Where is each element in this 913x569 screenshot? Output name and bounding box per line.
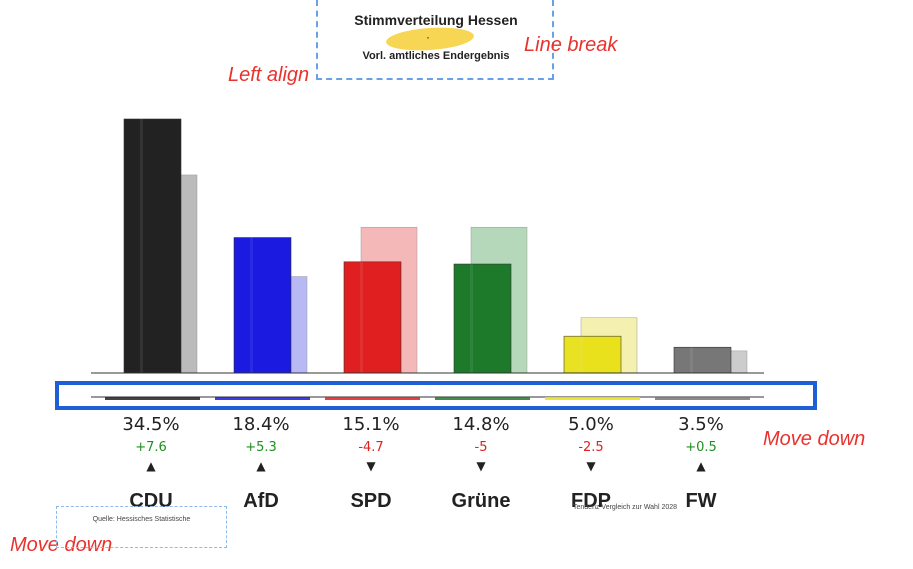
percent-label-afd: 18.4% <box>232 414 289 435</box>
yellow-highlight-mark <box>385 24 475 54</box>
bars-layer <box>123 118 748 374</box>
title-box: Stimmverteilung Hessen · Vorl. amtliches… <box>316 0 554 80</box>
bar-sheen-grüne <box>469 264 473 373</box>
trend-arrow-afd: ▲ <box>256 459 266 473</box>
color-strip-fdp <box>545 397 640 400</box>
selection-highlight-box <box>55 381 817 410</box>
party-label-fw: FW <box>685 490 716 512</box>
color-strips-layer <box>105 397 750 400</box>
trend-arrow-spd: ▼ <box>366 459 376 473</box>
tendency-note: Tendenz Vergleich zur Wahl 2028 <box>573 504 678 511</box>
source-text: Quelle: Hessisches Statistische <box>92 516 191 523</box>
change-label-afd: +5.3 <box>245 440 277 455</box>
party-label-afd: AfD <box>243 490 279 512</box>
bar-cdu <box>123 118 182 374</box>
bar-afd <box>233 237 292 374</box>
color-strip-grüne <box>435 397 530 400</box>
bar-sheen-cdu <box>139 119 143 373</box>
chart-subtitle: Vorl. amtliches Endergebnis <box>362 50 510 62</box>
percent-label-fw: 3.5% <box>678 414 724 435</box>
color-strip-afd <box>215 397 310 400</box>
color-strip-cdu <box>105 397 200 400</box>
color-strip-spd <box>325 397 420 400</box>
annotation-move-down-right: Move down <box>763 428 866 450</box>
change-label-fw: +0.5 <box>685 440 717 455</box>
party-label-grüne: Grüne <box>452 490 511 512</box>
bar-sheen-fdp <box>579 336 583 373</box>
annotation-line-break: Line break <box>524 34 618 56</box>
annotation-move-down-left: Move down <box>10 534 113 556</box>
source-box: Quelle: Hessisches Statistische <box>56 506 227 548</box>
bar-sheen-afd <box>249 237 253 373</box>
change-label-cdu: +7.6 <box>135 440 167 455</box>
bar-sheen-fw <box>689 347 693 373</box>
bar-grüne <box>453 263 512 374</box>
bar-sheen-spd <box>359 261 363 373</box>
percent-label-cdu: 34.5% <box>122 414 179 435</box>
change-label-grüne: -5 <box>475 440 488 455</box>
trend-arrow-cdu: ▲ <box>146 459 156 473</box>
color-strip-fw <box>655 397 750 400</box>
chart-title: Stimmverteilung Hessen <box>354 12 518 28</box>
percent-label-spd: 15.1% <box>342 414 399 435</box>
change-label-fdp: -2.5 <box>578 440 603 455</box>
bar-fdp <box>563 335 622 374</box>
annotation-left-align: Left align <box>228 64 310 86</box>
labels-layer: 34.5%+7.6▲CDU18.4%+5.3▲AfD15.1%-4.7▼SPD1… <box>122 414 723 512</box>
percent-label-fdp: 5.0% <box>568 414 614 435</box>
trend-arrow-fdp: ▼ <box>586 459 596 473</box>
party-label-spd: SPD <box>350 490 391 512</box>
bar-fw <box>673 346 732 374</box>
change-label-spd: -4.7 <box>358 440 383 455</box>
percent-label-grüne: 14.8% <box>452 414 509 435</box>
bar-spd <box>343 261 402 374</box>
party-label-fdp: FDP <box>571 490 611 512</box>
trend-arrow-grüne: ▼ <box>476 459 486 473</box>
title-dot: · <box>426 30 430 44</box>
trend-arrow-fw: ▲ <box>696 459 706 473</box>
